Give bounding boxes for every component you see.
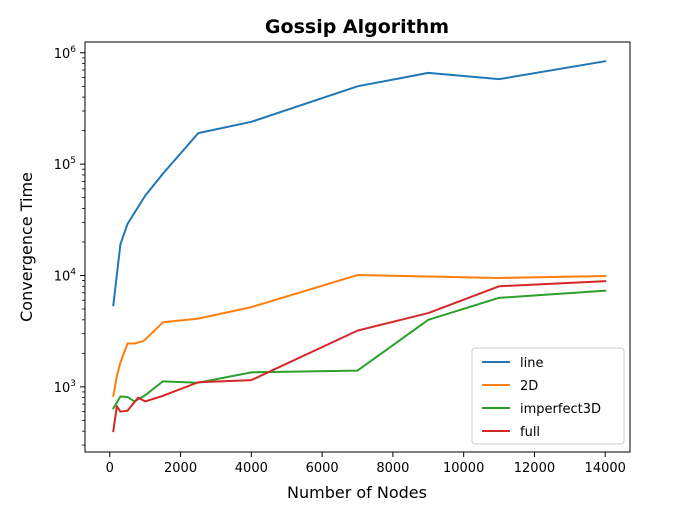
x-tick-label-12000: 12000 (514, 461, 555, 476)
series-line-full (112, 280, 607, 433)
x-tick-label-10000: 10000 (443, 461, 484, 476)
y-tick-label-1000000: 106 (54, 45, 77, 62)
legend-label-full: full (520, 425, 540, 440)
x-tick-label-8000: 8000 (376, 461, 409, 476)
x-tick-label-6000: 6000 (306, 461, 339, 476)
y-tick-label-100000: 105 (54, 156, 76, 173)
plot-area (111, 60, 607, 433)
legend-box (471, 347, 625, 445)
x-tick-label-4000: 4000 (235, 461, 268, 476)
series-line-line (112, 60, 607, 307)
x-tick-label-0: 0 (106, 461, 114, 476)
legend-label-2D: 2D (520, 379, 538, 394)
axes: 0 2000 4000 6000 8000 10000 12000 14000 103 104 10… (54, 41, 631, 476)
y-tick-label-10000: 104 (54, 268, 77, 285)
series-line-imperfect3D (111, 289, 607, 410)
series-line-2D (112, 274, 607, 398)
legend: line 2D imperfect3D full (471, 347, 625, 445)
y-tick-label-1000: 103 (54, 379, 76, 396)
legend-label-line: line (520, 356, 543, 371)
x-tick-label-14000: 14000 (585, 461, 626, 476)
y-axis-label: Convergence Time (17, 172, 36, 322)
chart-title: Gossip Algorithm (265, 16, 449, 38)
x-axis-label: Number of Nodes (287, 483, 427, 502)
plot-frame (84, 41, 631, 453)
x-tick-label-2000: 2000 (164, 461, 197, 476)
legend-label-imperfect3D: imperfect3D (520, 402, 601, 417)
